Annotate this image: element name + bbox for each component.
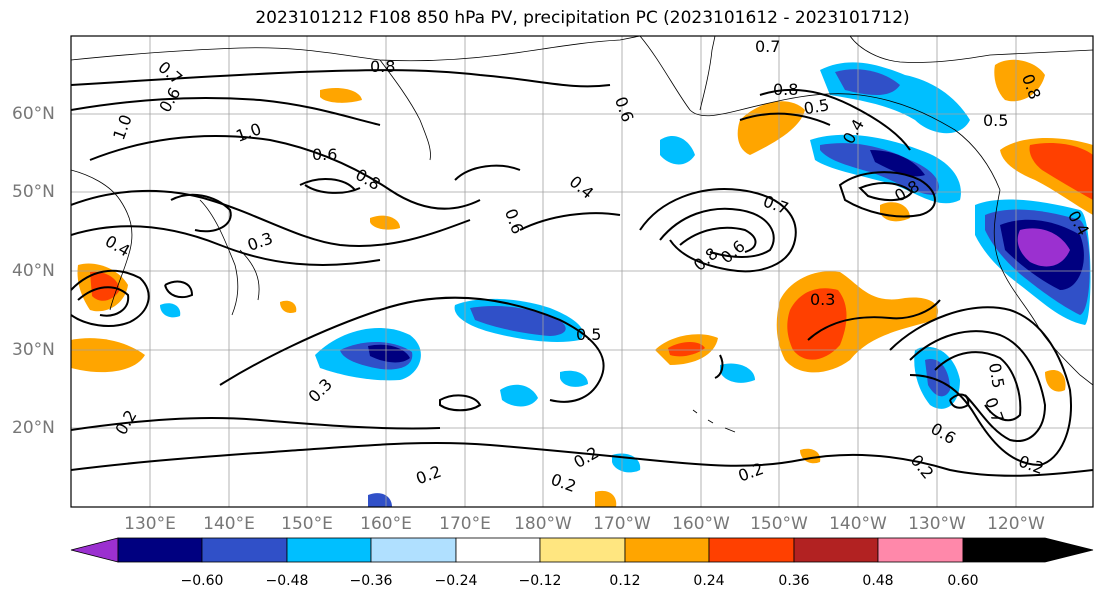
precip-region xyxy=(835,69,900,95)
contour-label: 0.7 xyxy=(755,37,780,56)
precip-region xyxy=(1029,143,1093,200)
contour-label: 0.5 xyxy=(983,111,1008,130)
precip-region xyxy=(560,370,588,387)
pv-contours xyxy=(71,69,1093,477)
lon-label: 180°W xyxy=(514,514,572,534)
colorbar-cell xyxy=(708,537,795,563)
lat-label: 20°N xyxy=(12,418,55,438)
precip-region xyxy=(660,135,695,165)
precip-region xyxy=(71,338,145,373)
colorbar-tick-label: −0.24 xyxy=(434,573,478,589)
colorbar-cell xyxy=(793,537,879,563)
precip-region xyxy=(280,300,297,313)
lon-label: 120°W xyxy=(987,514,1045,534)
lon-label: 170°E xyxy=(439,514,491,534)
lat-label: 30°N xyxy=(12,340,55,360)
contour-label: 0.6 xyxy=(312,145,337,164)
contour-label: 0.5 xyxy=(576,325,601,344)
lon-label: 170°W xyxy=(593,514,651,534)
precip-region xyxy=(160,303,181,318)
precip-region xyxy=(870,150,925,177)
precip-region xyxy=(320,88,362,103)
lon-label: 130°W xyxy=(908,514,966,534)
lat-label: 50°N xyxy=(12,182,55,202)
colorbar-cell xyxy=(962,537,1094,563)
colorbar-tick-label: −0.60 xyxy=(180,573,224,589)
lon-label: 150°E xyxy=(281,514,333,534)
precip-region xyxy=(500,384,538,407)
precip-region xyxy=(370,215,400,230)
colorbar-tick-label: −0.48 xyxy=(265,573,309,589)
colorbar-tick-label: 0.12 xyxy=(609,573,641,589)
colorbar-cell xyxy=(370,537,457,563)
lon-label: 150°W xyxy=(750,514,808,534)
map-title: 2023101212 F108 850 hPa PV, precipitatio… xyxy=(255,8,910,28)
colorbar-cell xyxy=(877,537,964,563)
contour-label: 0.5 xyxy=(802,95,830,118)
precip-region xyxy=(1017,228,1070,267)
colorbar-cell xyxy=(70,537,119,563)
precip-region xyxy=(787,288,847,360)
colorbar-cell xyxy=(624,537,710,563)
precip-region xyxy=(820,143,939,195)
contour-label: 0.8 xyxy=(773,80,798,99)
lon-label: 160°E xyxy=(360,514,412,534)
colorbar-cell xyxy=(455,537,541,563)
map-frame xyxy=(70,35,1094,508)
lon-label: 140°W xyxy=(829,514,887,534)
colorbar-tick-label: 0.36 xyxy=(778,573,810,589)
colorbar-cell xyxy=(539,537,626,563)
colorbar-tick-label: −0.12 xyxy=(518,573,562,589)
lon-label: 140°E xyxy=(203,514,255,534)
colorbar-tick-label: 0.60 xyxy=(947,573,979,589)
precip-region xyxy=(595,490,617,507)
colorbar-tick-label: 0.24 xyxy=(693,573,725,589)
colorbar-cell xyxy=(286,537,372,563)
lat-label: 40°N xyxy=(12,261,55,281)
precip-region xyxy=(925,359,950,397)
colorbar-tick-label: 0.48 xyxy=(862,573,894,589)
precip-region xyxy=(1045,370,1066,392)
precip-shading xyxy=(71,59,1093,507)
colorbar xyxy=(70,537,1094,563)
colorbar-cell xyxy=(117,537,203,563)
precip-region xyxy=(368,344,410,363)
precip-region xyxy=(994,59,1045,102)
precip-region xyxy=(90,271,120,301)
colorbar-cell xyxy=(201,537,288,563)
colorbar-tick-label: −0.36 xyxy=(349,573,393,589)
contour-label: 0.3 xyxy=(810,290,835,309)
lon-label: 130°E xyxy=(124,514,176,534)
lat-label: 60°N xyxy=(12,104,55,124)
precip-region xyxy=(668,342,705,357)
contour-label: 0.5 xyxy=(985,361,1008,389)
lon-label: 160°W xyxy=(672,514,730,534)
precip-region xyxy=(720,363,755,383)
contour-label: 0.8 xyxy=(370,57,395,76)
coastlines xyxy=(71,36,1093,433)
